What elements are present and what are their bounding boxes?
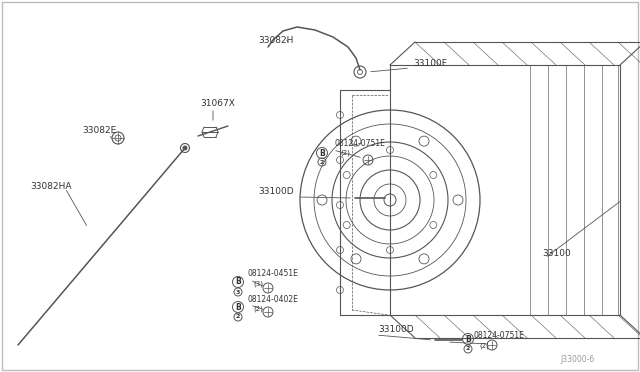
- Text: (2): (2): [253, 306, 263, 312]
- Text: 2: 2: [236, 314, 240, 320]
- Text: 08124-0751E: 08124-0751E: [474, 331, 525, 340]
- Text: B: B: [319, 148, 325, 157]
- Text: (2): (2): [479, 343, 489, 349]
- Circle shape: [183, 146, 187, 150]
- Text: 2: 2: [466, 346, 470, 352]
- Text: 33082E: 33082E: [82, 125, 116, 135]
- Text: 31067X: 31067X: [200, 99, 235, 108]
- Text: 33100D: 33100D: [258, 186, 294, 196]
- Text: J33000-6: J33000-6: [560, 356, 595, 365]
- Text: 33082HA: 33082HA: [30, 182, 72, 190]
- Text: 08124-0451E: 08124-0451E: [248, 269, 299, 279]
- Text: 08124-0402E: 08124-0402E: [248, 295, 299, 304]
- Text: B: B: [465, 334, 471, 343]
- Text: 2: 2: [320, 160, 324, 164]
- Text: (3): (3): [253, 281, 263, 287]
- Text: 33082H: 33082H: [258, 35, 293, 45]
- Text: B: B: [235, 278, 241, 286]
- Text: 33100: 33100: [542, 250, 571, 259]
- Text: 33100D: 33100D: [378, 324, 413, 334]
- Text: 08124-0751E: 08124-0751E: [335, 138, 386, 148]
- Text: B: B: [235, 302, 241, 311]
- Text: 33100F: 33100F: [413, 58, 447, 67]
- Text: (2): (2): [340, 150, 350, 156]
- Text: 3: 3: [236, 289, 240, 295]
